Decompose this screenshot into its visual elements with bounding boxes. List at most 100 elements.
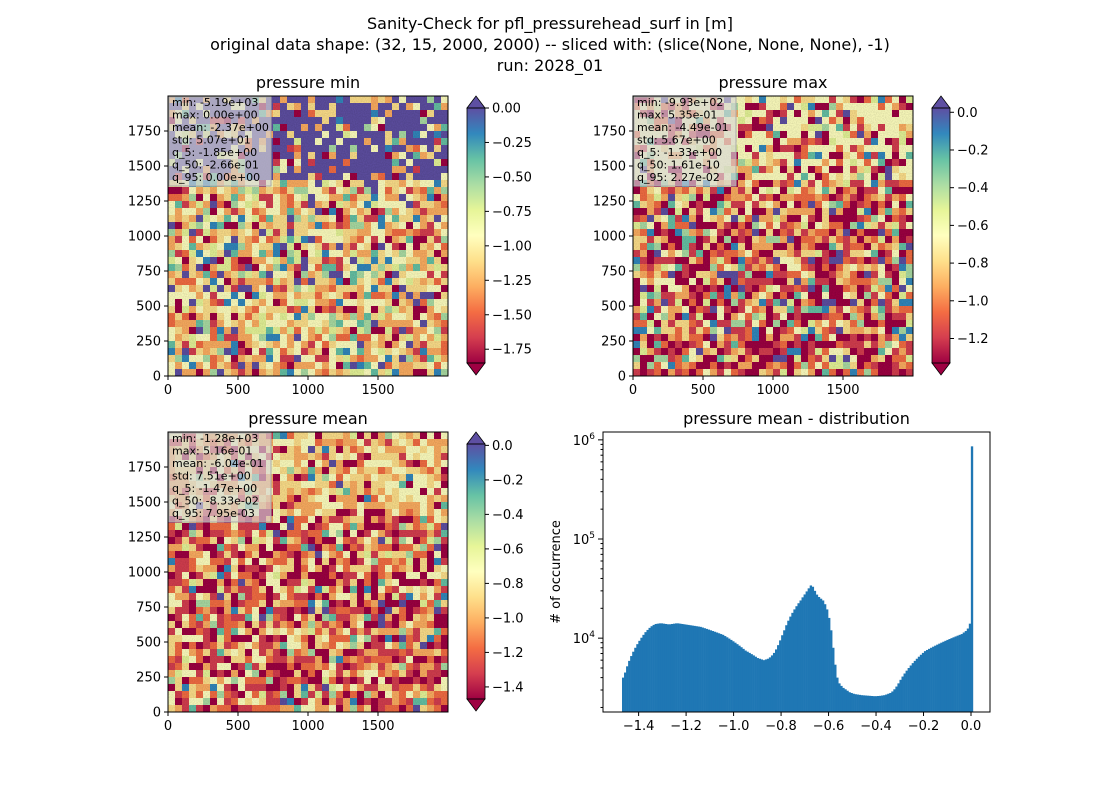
stats-line: max: 5.16e-01 xyxy=(172,445,252,458)
panel-title: pressure mean - distribution xyxy=(683,409,910,428)
x-tick-label: 1500 xyxy=(826,383,859,398)
x-tick-label: 0 xyxy=(164,383,172,398)
y-tick-label: 0 xyxy=(618,370,626,385)
colorbar-extend-bottom xyxy=(931,362,951,376)
y-tick-label: 1000 xyxy=(128,230,161,245)
figure-title-line-2: original data shape: (32, 15, 2000, 2000… xyxy=(210,35,890,54)
stats-line: q_95: 0.00e+00 xyxy=(172,171,260,184)
colorbar-tick-label: −0.2 xyxy=(492,473,524,488)
colorbar-tick-label: −0.8 xyxy=(957,257,989,272)
y-tick-label: 250 xyxy=(136,335,161,350)
y-tick-label: 1500 xyxy=(128,160,161,175)
y-tick-label: 250 xyxy=(136,671,161,686)
histogram-bar xyxy=(628,660,631,712)
colorbar-tick-label: −1.75 xyxy=(492,343,532,358)
x-tick-label: 1000 xyxy=(756,383,789,398)
x-tick-label: 0 xyxy=(164,719,172,734)
y-tick-label: 750 xyxy=(136,601,161,616)
colorbar-extend-top xyxy=(931,95,951,109)
y-tick-label: 1750 xyxy=(593,125,626,140)
histogram-pressure-mean-distribution: pressure mean - distribution−1.4 −1.2 −1.0… xyxy=(549,409,991,734)
stats-line: max: 0.00e+00 xyxy=(172,109,258,122)
histogram-bar xyxy=(632,651,635,712)
y-tick-label: 0 xyxy=(153,370,161,385)
colorbar-extend-bottom xyxy=(466,362,486,376)
figure-title-line-3: run: 2028_01 xyxy=(496,56,604,75)
colorbar-tick-label: −0.25 xyxy=(492,136,532,151)
stats-line: min: -5.19e+03 xyxy=(172,96,258,109)
y-tick-label: 1000 xyxy=(128,566,161,581)
colorbar-tick-label: −0.4 xyxy=(957,181,989,196)
colorbar: 0.00−0.25−0.50−0.75−1.00−1.25−1.50−1.75 xyxy=(466,95,532,376)
colorbar-tick-label: −0.4 xyxy=(492,508,524,523)
histogram-bar xyxy=(624,672,627,712)
colorbar-tick-label: −1.00 xyxy=(492,239,532,254)
histogram-bar xyxy=(640,637,643,712)
histogram-bar xyxy=(630,656,633,712)
colorbar-extend-bottom xyxy=(466,698,486,712)
y-tick-label: 1750 xyxy=(128,125,161,140)
stats-line: std: 5.07e+01 xyxy=(172,134,251,147)
stats-box-background xyxy=(168,96,272,187)
x-tick-label: 1500 xyxy=(361,383,394,398)
histogram-bar xyxy=(650,626,653,712)
y-tick-label: 1500 xyxy=(593,160,626,175)
x-tick-label: 500 xyxy=(226,719,251,734)
stats-line: min: -9.93e+02 xyxy=(637,96,723,109)
histogram-bar xyxy=(636,644,639,712)
colorbar-gradient xyxy=(467,108,485,363)
colorbar-tick-label: −0.2 xyxy=(957,143,989,158)
histogram-bar xyxy=(642,634,645,712)
y-tick-label: 1250 xyxy=(128,531,161,546)
y-tick-label: 1250 xyxy=(593,195,626,210)
stats-line: q_50: -8.33e-02 xyxy=(172,495,259,508)
stats-line: q_5: -1.47e+00 xyxy=(172,482,257,495)
y-tick-label: 750 xyxy=(136,265,161,280)
x-tick-label: 500 xyxy=(226,383,251,398)
colorbar-tick-label: −1.4 xyxy=(492,680,524,695)
stats-line: mean: -6.04e-01 xyxy=(172,457,264,470)
histogram-bar xyxy=(634,647,637,712)
x-tick-label: 500 xyxy=(691,383,716,398)
colorbar-tick-label: −0.50 xyxy=(492,170,532,185)
colorbar-gradient xyxy=(467,444,485,699)
colorbar-tick-label: 0.0 xyxy=(957,106,978,121)
colorbar: 0.0−0.2−0.4−0.6−0.8−1.0−1.2 xyxy=(931,95,989,376)
y-tick-label: 1500 xyxy=(128,496,161,511)
stats-line: mean: -2.37e+00 xyxy=(172,121,269,134)
stats-box-background xyxy=(168,432,272,523)
stats-line: max: 5.35e-01 xyxy=(637,109,717,122)
figure-title-line-1: Sanity-Check for pfl_pressurehead_surf i… xyxy=(367,14,733,33)
x-tick-label: 0 xyxy=(629,383,637,398)
colorbar-tick-label: −0.75 xyxy=(492,205,532,220)
histogram-bar xyxy=(654,623,657,712)
colorbar-tick-label: −1.2 xyxy=(957,332,989,347)
y-tick-label: 1750 xyxy=(128,461,161,476)
stats-line: q_50: 1.61e-10 xyxy=(637,159,720,172)
histogram-bar xyxy=(638,640,641,712)
stats-line: q_5: -1.85e+00 xyxy=(172,146,257,159)
histogram-bar xyxy=(652,624,655,712)
y-tick-label: 0 xyxy=(153,706,161,721)
histogram-bar xyxy=(644,632,647,712)
colorbar-tick-label: −0.8 xyxy=(492,577,524,592)
colorbar-gradient xyxy=(932,108,950,363)
histogram-bar xyxy=(648,627,651,712)
colorbar-tick-label: −0.6 xyxy=(957,219,989,234)
colorbar-frame xyxy=(466,443,486,700)
stats-line: std: 7.51e+00 xyxy=(172,470,251,483)
y-tick-label: 500 xyxy=(136,636,161,651)
colorbar-frame xyxy=(466,107,486,364)
colorbar-tick-label: −1.2 xyxy=(492,646,524,661)
histogram-bar xyxy=(646,629,649,712)
histogram-bar xyxy=(656,623,660,712)
y-tick-label: 250 xyxy=(601,335,626,350)
y-tick-label: 1250 xyxy=(128,195,161,210)
stats-line: q_5: -1.33e+00 xyxy=(637,146,722,159)
colorbar-tick-label: −1.25 xyxy=(492,274,532,289)
histogram-bar xyxy=(621,677,625,712)
